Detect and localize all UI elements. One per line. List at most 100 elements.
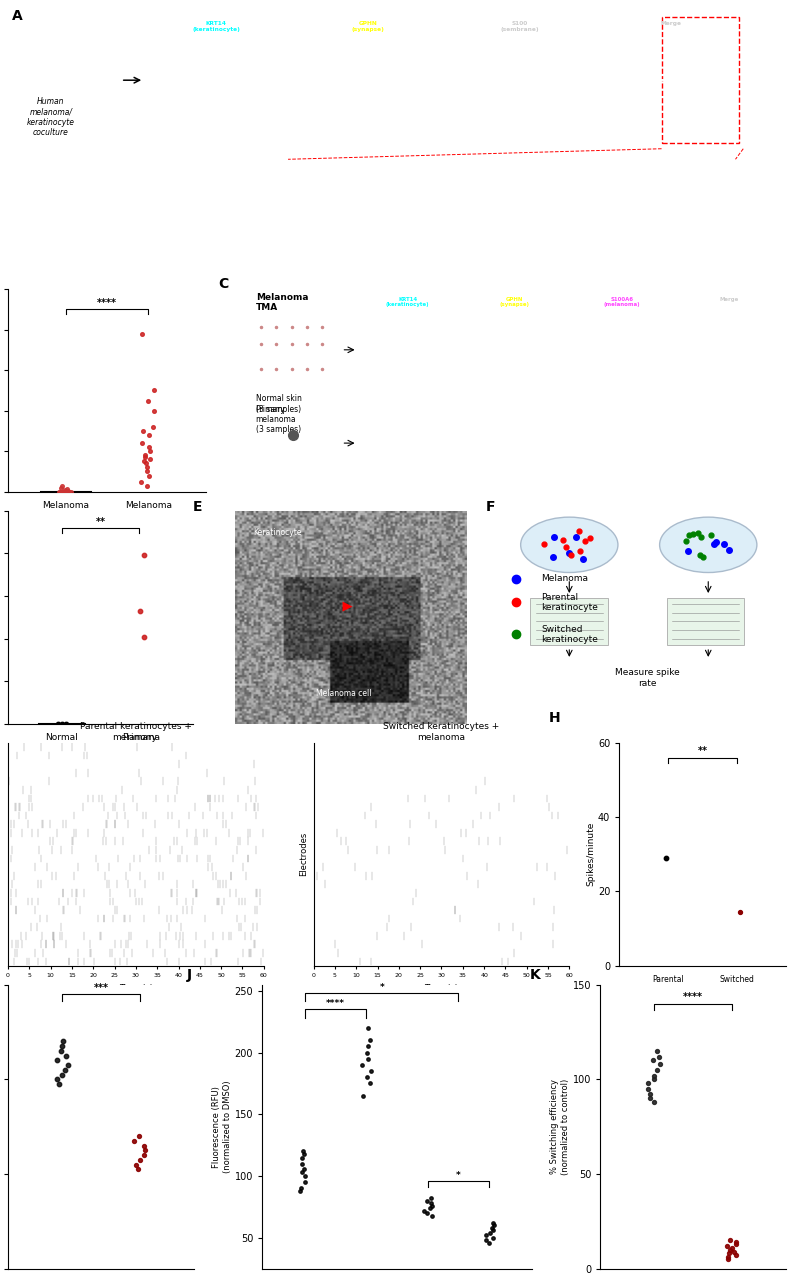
- Point: [139, 453, 152, 473]
- Point: [483, 1233, 495, 1253]
- Point: [55, 1040, 67, 1061]
- Point: [299, 1172, 311, 1192]
- Point: [642, 1074, 655, 1094]
- Point: [51, 1070, 64, 1090]
- Text: ****: ****: [326, 1000, 345, 1009]
- Point: [642, 1079, 655, 1099]
- Y-axis label: Fluorescence (RFU)
(normalized to DMSO): Fluorescence (RFU) (normalized to DMSO): [213, 1080, 232, 1173]
- Point: [486, 1218, 499, 1238]
- X-axis label: Time (s): Time (s): [425, 984, 458, 993]
- Point: [60, 1046, 72, 1066]
- Point: [484, 1223, 497, 1243]
- Point: [480, 1230, 492, 1251]
- Point: [723, 1239, 736, 1260]
- Point: [59, 479, 71, 500]
- Point: [651, 1060, 664, 1080]
- Point: [362, 1048, 375, 1068]
- Point: [424, 1188, 437, 1209]
- Y-axis label: % Switching efficiency
(normalized to control): % Switching efficiency (normalized to co…: [550, 1079, 570, 1174]
- Text: **: **: [698, 746, 707, 756]
- Point: [722, 1250, 734, 1270]
- Point: [58, 482, 71, 502]
- Point: [651, 1040, 664, 1061]
- Point: [421, 1191, 434, 1211]
- Point: [721, 1247, 734, 1267]
- Point: [133, 1126, 145, 1146]
- X-axis label: Time (s): Time (s): [119, 984, 153, 993]
- Point: [134, 472, 147, 492]
- Point: [730, 1246, 742, 1266]
- Point: [648, 1066, 661, 1086]
- Point: [356, 1054, 368, 1075]
- Point: [133, 1150, 146, 1170]
- Point: [648, 1091, 661, 1112]
- Point: [148, 400, 160, 421]
- Text: A: A: [12, 9, 22, 23]
- Point: [360, 1043, 373, 1063]
- Point: [60, 482, 73, 502]
- Text: C: C: [218, 277, 229, 291]
- Point: [364, 1074, 376, 1094]
- Point: [55, 482, 67, 502]
- Point: [425, 1193, 437, 1214]
- Point: [729, 1234, 742, 1255]
- Point: [62, 482, 75, 502]
- Point: [56, 1031, 69, 1052]
- Text: Keratinocyte: Keratinocyte: [253, 528, 302, 537]
- Point: [56, 482, 68, 502]
- Point: [135, 324, 148, 344]
- Point: [60, 478, 73, 499]
- Point: [133, 601, 146, 621]
- Point: [426, 1196, 439, 1216]
- Point: [362, 1037, 375, 1057]
- Point: [62, 481, 75, 501]
- Text: F: F: [486, 500, 495, 514]
- Point: [480, 1225, 493, 1246]
- Point: [52, 714, 64, 734]
- Point: [56, 714, 68, 734]
- Point: [145, 441, 157, 462]
- Point: [57, 482, 70, 502]
- Point: [62, 1054, 75, 1075]
- Title: Switched keratinocytes +
melanoma: Switched keratinocytes + melanoma: [384, 723, 499, 742]
- Point: [726, 1238, 738, 1258]
- Point: [54, 482, 67, 502]
- Point: [139, 1140, 152, 1160]
- Point: [148, 380, 160, 400]
- Point: [418, 1200, 430, 1220]
- Text: H: H: [549, 711, 561, 725]
- Point: [142, 390, 155, 411]
- Point: [420, 1202, 433, 1223]
- Point: [295, 1178, 307, 1198]
- Y-axis label: Electrodes: Electrodes: [299, 833, 308, 876]
- Point: [51, 1051, 64, 1071]
- Text: ****: ****: [97, 298, 118, 309]
- Point: [643, 1084, 656, 1104]
- Point: [361, 1017, 374, 1038]
- Point: [64, 482, 77, 502]
- Point: [136, 434, 148, 454]
- Text: Switched
keratinocyte: Switched keratinocyte: [542, 625, 599, 644]
- Text: E: E: [193, 500, 202, 514]
- Text: Normal skin
(3 samples): Normal skin (3 samples): [256, 394, 302, 414]
- Point: [486, 1220, 499, 1241]
- Point: [60, 714, 72, 734]
- Point: [653, 1047, 665, 1067]
- Text: Human
melanoma/
keratinocyte
coculture: Human melanoma/ keratinocyte coculture: [27, 97, 75, 138]
- Point: [721, 1235, 734, 1256]
- Text: ****: ****: [683, 992, 703, 1002]
- Text: Melanoma
TMA: Melanoma TMA: [256, 293, 308, 312]
- Point: [130, 1154, 143, 1174]
- Point: [299, 1165, 311, 1186]
- Point: [488, 1215, 500, 1235]
- Point: [53, 1074, 66, 1094]
- Point: [647, 1051, 660, 1071]
- Point: [653, 1054, 666, 1075]
- Point: [137, 421, 149, 441]
- Point: [723, 1243, 735, 1264]
- Point: [297, 1159, 310, 1179]
- Text: *: *: [380, 983, 384, 992]
- Ellipse shape: [521, 518, 618, 572]
- Point: [57, 482, 70, 502]
- Point: [143, 465, 156, 486]
